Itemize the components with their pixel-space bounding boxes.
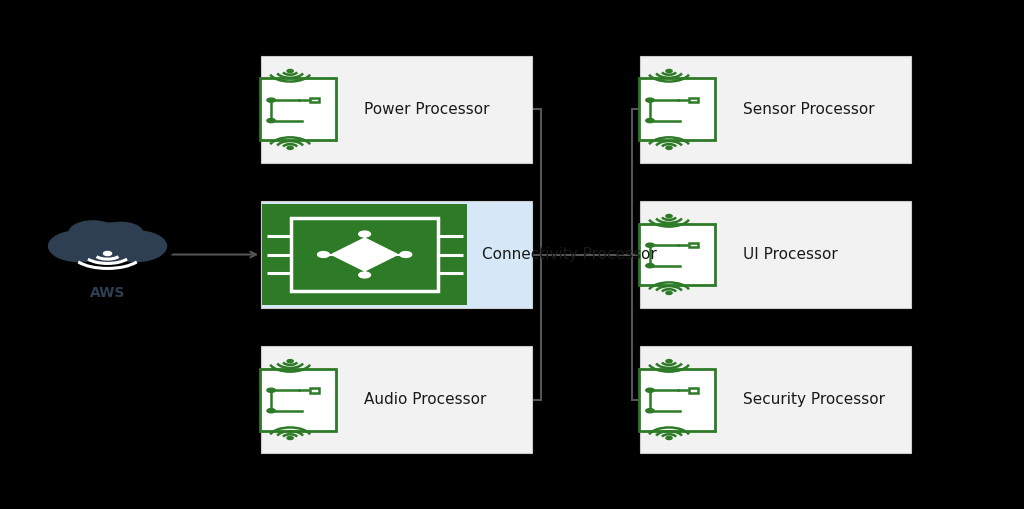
FancyBboxPatch shape <box>689 388 698 392</box>
Circle shape <box>287 69 293 73</box>
Circle shape <box>40 227 119 266</box>
Circle shape <box>646 243 654 247</box>
Circle shape <box>71 223 144 260</box>
Circle shape <box>267 388 275 392</box>
FancyBboxPatch shape <box>310 388 319 392</box>
Circle shape <box>104 231 167 262</box>
Circle shape <box>358 231 371 237</box>
Circle shape <box>400 251 412 258</box>
FancyBboxPatch shape <box>640 201 911 308</box>
FancyBboxPatch shape <box>640 346 911 453</box>
FancyBboxPatch shape <box>639 78 715 140</box>
Circle shape <box>287 146 293 150</box>
Circle shape <box>646 98 654 102</box>
Text: AWS: AWS <box>90 287 125 300</box>
Circle shape <box>358 272 371 278</box>
Circle shape <box>317 251 330 258</box>
FancyBboxPatch shape <box>261 346 532 453</box>
Circle shape <box>646 264 654 268</box>
Circle shape <box>98 222 143 244</box>
Circle shape <box>666 359 672 363</box>
Circle shape <box>267 409 275 413</box>
Circle shape <box>646 409 654 413</box>
Text: UI Processor: UI Processor <box>743 247 838 262</box>
Circle shape <box>287 436 293 440</box>
Circle shape <box>70 221 117 244</box>
FancyBboxPatch shape <box>689 98 698 102</box>
Circle shape <box>103 251 112 256</box>
Circle shape <box>666 291 672 295</box>
FancyBboxPatch shape <box>260 78 336 140</box>
FancyBboxPatch shape <box>260 369 336 431</box>
Text: Power Processor: Power Processor <box>365 102 489 117</box>
Circle shape <box>287 359 293 363</box>
Circle shape <box>666 69 672 73</box>
FancyBboxPatch shape <box>639 223 715 286</box>
Text: Audio Processor: Audio Processor <box>365 392 486 407</box>
Circle shape <box>646 388 654 392</box>
FancyBboxPatch shape <box>639 369 715 431</box>
FancyBboxPatch shape <box>291 218 438 291</box>
Circle shape <box>70 229 145 267</box>
Circle shape <box>61 217 125 248</box>
Circle shape <box>78 233 137 263</box>
FancyBboxPatch shape <box>640 56 911 163</box>
Circle shape <box>666 214 672 218</box>
Circle shape <box>48 231 111 262</box>
Circle shape <box>90 218 152 248</box>
FancyBboxPatch shape <box>261 201 532 308</box>
FancyBboxPatch shape <box>262 204 467 305</box>
Circle shape <box>62 219 153 264</box>
Circle shape <box>666 436 672 440</box>
Circle shape <box>666 146 672 150</box>
Circle shape <box>267 98 275 102</box>
Polygon shape <box>332 238 397 271</box>
Text: Security Processor: Security Processor <box>743 392 885 407</box>
Text: Connectivity Processor: Connectivity Processor <box>481 247 656 262</box>
Circle shape <box>646 119 654 123</box>
FancyBboxPatch shape <box>261 56 532 163</box>
FancyBboxPatch shape <box>689 243 698 247</box>
FancyBboxPatch shape <box>310 98 319 102</box>
Text: Sensor Processor: Sensor Processor <box>743 102 874 117</box>
Circle shape <box>267 119 275 123</box>
Circle shape <box>96 227 175 266</box>
